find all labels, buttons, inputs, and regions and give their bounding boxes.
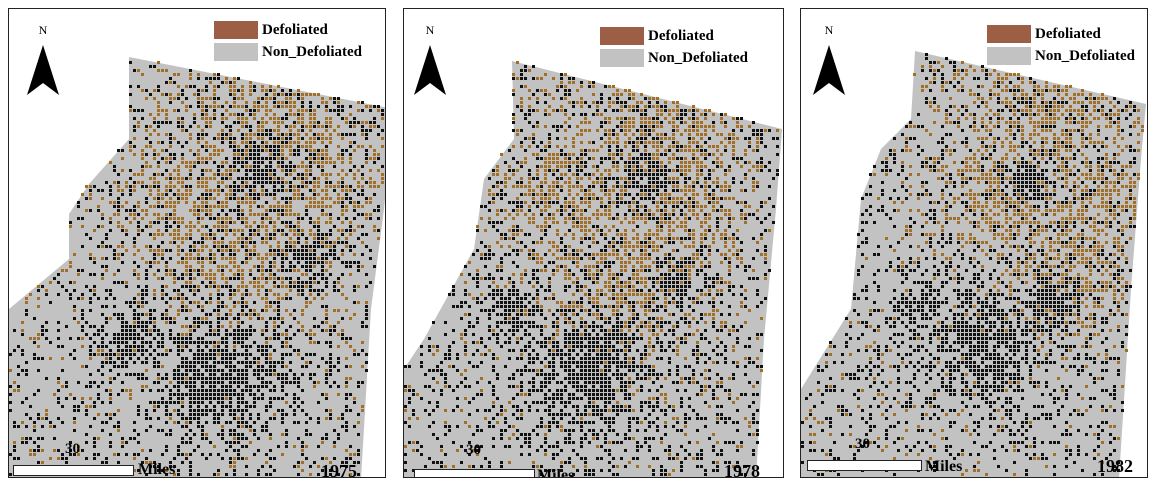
north-label: N xyxy=(38,23,48,37)
legend-swatch-defoliated xyxy=(600,27,644,45)
scale-bar xyxy=(807,460,922,471)
legend-item-defoliated: Defoliated xyxy=(987,23,1135,45)
north-arrow-icon: N xyxy=(809,23,849,103)
legend-item-non-defoliated: Non_Defoliated xyxy=(600,47,748,69)
scale-value: 30 xyxy=(65,441,80,457)
legend-swatch-non-defoliated xyxy=(987,47,1031,65)
scale-unit: Miles xyxy=(537,467,575,478)
scale-value: 30 xyxy=(855,436,870,452)
scale-value: 30 xyxy=(466,442,481,458)
legend-item-defoliated: Defoliated xyxy=(600,25,748,47)
legend-label-non-defoliated: Non_Defoliated xyxy=(648,49,748,66)
map-pixel-layer xyxy=(9,61,385,476)
legend: Defoliated Non_Defoliated xyxy=(214,19,362,63)
defoliation-map xyxy=(801,51,1146,477)
map-pixel-layer xyxy=(801,53,1144,476)
legend: Defoliated Non_Defoliated xyxy=(600,25,748,69)
map-year-label: 1982 xyxy=(1097,456,1133,476)
map-panel-1982: N Defoliated Non_Defoliated 30 Miles 198… xyxy=(800,8,1148,478)
north-arrow-icon: N xyxy=(23,23,63,103)
scale-bar xyxy=(13,465,134,476)
north-arrow-icon: N xyxy=(410,23,450,103)
legend: Defoliated Non_Defoliated xyxy=(987,23,1135,67)
scale-unit: Miles xyxy=(138,461,176,478)
legend-swatch-defoliated xyxy=(214,21,258,39)
map-pixel-layer xyxy=(404,61,779,476)
map-year-label: 1975 xyxy=(321,461,357,478)
map-panel-1975: N Defoliated Non_Defoliated 30 Miles 197… xyxy=(8,8,386,478)
legend-swatch-defoliated xyxy=(987,25,1031,43)
legend-label-defoliated: Defoliated xyxy=(648,27,714,44)
map-year-label: 1978 xyxy=(724,461,760,478)
legend-item-defoliated: Defoliated xyxy=(214,19,362,41)
map-panel-1978: N Defoliated Non_Defoliated 30 Miles 197… xyxy=(403,8,784,478)
legend-swatch-non-defoliated xyxy=(600,49,644,67)
legend-item-non-defoliated: Non_Defoliated xyxy=(214,41,362,63)
legend-item-non-defoliated: Non_Defoliated xyxy=(987,45,1135,67)
north-label: N xyxy=(425,23,435,37)
defoliation-map xyxy=(9,57,385,477)
north-label: N xyxy=(824,23,834,37)
legend-swatch-non-defoliated xyxy=(214,43,258,61)
defoliation-map xyxy=(404,61,782,477)
legend-label-defoliated: Defoliated xyxy=(1035,25,1101,42)
legend-label-non-defoliated: Non_Defoliated xyxy=(262,43,362,60)
legend-label-non-defoliated: Non_Defoliated xyxy=(1035,47,1135,64)
scale-bar xyxy=(414,469,535,477)
scale-unit: Miles xyxy=(925,458,963,475)
legend-label-defoliated: Defoliated xyxy=(262,21,328,38)
